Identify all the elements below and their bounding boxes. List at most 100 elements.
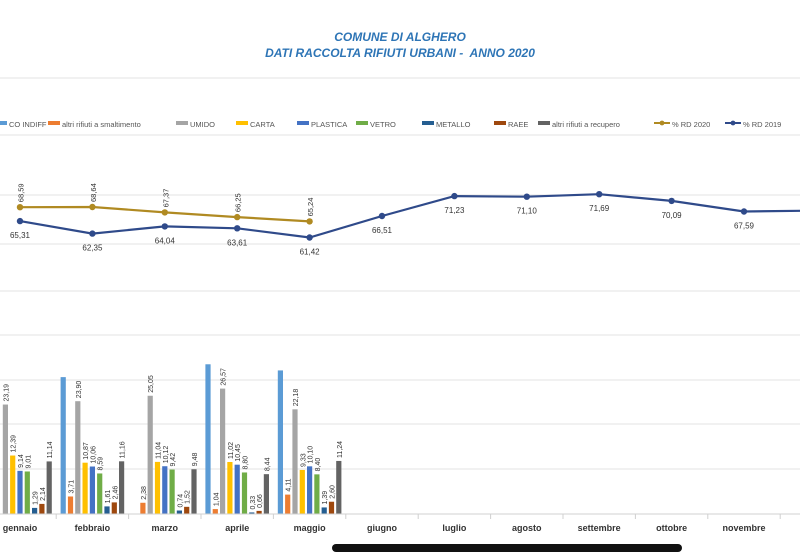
bar (249, 512, 255, 514)
bar (60, 377, 66, 514)
line-data-label: 65,24 (306, 198, 315, 217)
line-point (668, 197, 675, 205)
bar (321, 507, 327, 514)
bar-series: 3,71 2,38 1,04 4,11 23,19 23,90 25,05 26,57 22,1… (2, 364, 344, 514)
legend-swatch (297, 121, 309, 125)
bar-data-label: 9,42 (170, 453, 177, 467)
x-axis: gennaio febbraio marzo aprile maggio giugno lu… (0, 513, 800, 533)
bar (147, 395, 153, 514)
legend-label: % RD 2020 (672, 120, 710, 129)
line-point (161, 209, 168, 216)
legend-label: RAEE (508, 120, 528, 129)
bar (39, 503, 45, 514)
line-data-label: 62,35 (82, 244, 103, 253)
legend-swatch (48, 121, 60, 125)
bar (328, 501, 335, 514)
bar-data-label: 0,66 (257, 494, 264, 508)
legend-label: CARTA (250, 120, 275, 129)
bar-data-label: 12,39 (11, 435, 18, 453)
chart-subtitle: DATI RACCOLTA RIFIUTI URBANI - ANNO 2020 (265, 46, 535, 60)
bar-data-label: 0,33 (250, 496, 257, 510)
legend-swatch (236, 121, 248, 125)
legend: CO INDIFF altri rifiuti a smaltimento UMID… (0, 120, 781, 129)
x-tick-label: agosto (512, 523, 542, 533)
line-point (234, 225, 241, 232)
bar-data-label: 23,19 (3, 384, 10, 402)
line-point (596, 191, 603, 198)
legend-marker (730, 120, 736, 126)
bar-data-label: 1,39 (322, 491, 329, 505)
bar-data-label: 22,18 (293, 389, 300, 407)
bar (227, 461, 233, 514)
bar (111, 502, 117, 514)
x-tick-label: gennaio (3, 523, 38, 533)
bar (263, 474, 269, 514)
bar-data-label: 2,14 (40, 487, 47, 501)
legend-label: % RD 2019 (743, 120, 781, 129)
bar (75, 401, 81, 514)
gridlines (0, 77, 800, 470)
x-tick-label: settembre (578, 523, 621, 533)
bar-data-label: 10,87 (83, 442, 90, 460)
bar (154, 461, 161, 514)
line-point (740, 208, 748, 215)
legend-swatch (538, 121, 550, 125)
bar (176, 510, 182, 514)
x-tick-label: ottobre (656, 523, 687, 533)
bar (82, 462, 88, 514)
bar (285, 494, 291, 514)
line-data-label: 66,51 (372, 226, 393, 235)
legend-label: METALLO (436, 120, 471, 129)
line-point (161, 223, 168, 230)
bar (104, 506, 110, 514)
bar-data-label: 11,24 (337, 441, 344, 458)
legend-label: altri rifiuti a recupero (552, 120, 620, 129)
bar (2, 404, 8, 514)
legend-swatch (494, 121, 506, 125)
line-point (523, 193, 530, 200)
bar (89, 466, 95, 514)
x-tick-label: maggio (294, 523, 327, 533)
legend-swatch (176, 121, 188, 125)
bar (184, 506, 190, 514)
bar-data-label: 2,38 (141, 486, 148, 500)
bar (119, 461, 125, 514)
x-tick-label: luglio (442, 523, 466, 533)
bar (299, 469, 305, 514)
bar-data-label: 9,01 (25, 455, 32, 469)
bar-data-label: 8,44 (264, 457, 271, 471)
line-data-label: 67,59 (734, 222, 755, 231)
bar-data-label: 8,59 (98, 457, 105, 471)
bar (212, 509, 218, 514)
bar-data-label: 23,90 (76, 381, 83, 399)
x-tick-label: marzo (152, 523, 179, 533)
bar-data-label: 11,04 (156, 442, 163, 459)
bar (191, 469, 197, 514)
bar-data-label: 9,33 (300, 453, 307, 467)
line-point (306, 234, 313, 241)
bar-data-label: 9,48 (192, 453, 199, 467)
home-indicator[interactable] (332, 544, 682, 552)
line-data-label: 71,69 (589, 204, 610, 213)
bar (307, 466, 313, 514)
line-point (89, 203, 96, 211)
bar (162, 466, 168, 514)
line-point (451, 192, 458, 200)
bar-data-label: 11,02 (228, 442, 235, 459)
bar-data-label: 11,14 (47, 441, 54, 458)
legend-label: CO INDIFF (9, 120, 47, 129)
line-data-label: 66,25 (234, 193, 243, 212)
bar (292, 409, 298, 514)
legend-marker (659, 120, 665, 126)
bar (256, 510, 262, 514)
bar-data-label: 10,12 (163, 446, 170, 464)
line-series: 68,59 68,64 67,37 66,25 65,24 65,31 62,35 64,04… (10, 183, 800, 257)
line-data-label: 61,42 (300, 248, 321, 257)
bar-data-label: 25,05 (148, 375, 155, 393)
line-point (234, 213, 241, 221)
x-tick-label: giugno (367, 523, 397, 533)
bar-data-label: 8,80 (243, 456, 250, 470)
bar (241, 472, 248, 514)
bar-data-label: 1,61 (105, 490, 112, 504)
bar-data-label: 0,74 (177, 494, 184, 508)
